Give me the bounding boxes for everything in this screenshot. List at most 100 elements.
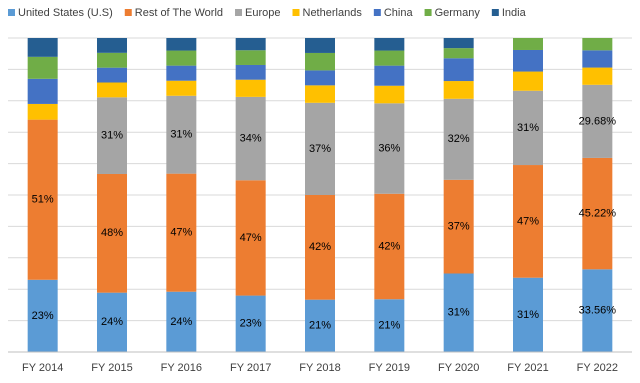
bar-segment (582, 157, 613, 270)
bar-segment (97, 173, 127, 293)
bar-segment (166, 65, 197, 81)
legend-swatch (124, 9, 132, 16)
bar-segment (235, 79, 266, 97)
legend-swatch (373, 9, 381, 16)
data-label: 34% (240, 132, 262, 144)
bar-segment (27, 103, 58, 120)
data-label: 31% (517, 309, 539, 321)
legend-label: India (502, 7, 527, 19)
bar-segment (513, 49, 543, 72)
bar-segment (582, 50, 613, 68)
bar-segment (374, 65, 405, 86)
bar-segment (166, 38, 197, 51)
data-label: 51% (32, 194, 54, 206)
data-label: 24% (170, 316, 192, 328)
bar-segment (374, 38, 405, 51)
data-label: 45.22% (579, 208, 617, 220)
bar-segment (166, 95, 197, 174)
x-tick-label: FY 2020 (438, 362, 479, 374)
legend-label: United States (U.S) (18, 7, 113, 19)
data-label: 47% (240, 232, 262, 244)
data-label: 37% (448, 221, 470, 233)
legend-swatch (424, 9, 432, 16)
bar-segment (235, 295, 266, 352)
x-tick-label: FY 2014 (22, 362, 63, 374)
legend-swatch (8, 9, 15, 16)
bar-segment (443, 48, 474, 59)
bar-segment (166, 80, 197, 96)
bar-segment (305, 52, 335, 71)
legend-swatch (235, 9, 243, 16)
bar-segment (97, 97, 127, 174)
bar-segment (374, 103, 405, 194)
bar-segment (305, 85, 335, 103)
bar-segment (582, 84, 613, 158)
bar-segment (443, 273, 474, 352)
bar-segment (27, 119, 58, 280)
x-tick-label: FY 2022 (577, 362, 618, 374)
data-label: 42% (309, 241, 331, 253)
data-label: 31% (517, 122, 539, 134)
x-tick-label: FY 2021 (507, 362, 548, 374)
bar-segment (513, 71, 543, 91)
data-label: 21% (309, 320, 331, 332)
bar-segment (235, 180, 266, 296)
legend-label: China (384, 7, 414, 19)
data-label: 42% (378, 240, 400, 252)
data-label: 47% (170, 227, 192, 239)
data-label: 31% (170, 129, 192, 141)
data-label: 36% (378, 142, 400, 154)
bar-segment (305, 195, 335, 300)
bar-segment (97, 38, 127, 53)
bar-segment (374, 299, 405, 352)
bar-segment (582, 269, 613, 352)
bar-segment (305, 299, 335, 352)
legend-label: Netherlands (303, 7, 363, 19)
data-label: 23% (240, 318, 262, 330)
bar-segment (513, 165, 543, 278)
bar-segment (166, 173, 197, 292)
bar-segment (27, 56, 58, 79)
bar-segment (513, 90, 543, 166)
data-label: 33.56% (579, 305, 617, 317)
bar-segment (443, 58, 474, 82)
bar-segment (374, 193, 405, 300)
bar-segment (374, 50, 405, 66)
bar-segment (235, 64, 266, 80)
bar-segment (235, 38, 266, 51)
x-tick-label: FY 2017 (230, 362, 271, 374)
bar-segment (166, 50, 197, 66)
x-tick-label: FY 2019 (369, 362, 410, 374)
data-label: 47% (517, 215, 539, 227)
data-label: 23% (32, 310, 54, 322)
bar-segment (235, 96, 266, 181)
bar-segment (97, 82, 127, 98)
bar-segment (166, 291, 197, 352)
data-label: 24% (101, 316, 123, 328)
x-tick-label: FY 2018 (299, 362, 340, 374)
x-tick-label: FY 2016 (161, 362, 202, 374)
bar-segment (443, 38, 474, 49)
bar-segment (27, 279, 58, 352)
bar-segment (27, 38, 58, 57)
bar-segment (582, 38, 613, 51)
bar-segment (582, 67, 613, 85)
data-label: 31% (101, 130, 123, 142)
bar-segment (513, 38, 543, 50)
data-label: 21% (378, 320, 400, 332)
legend-swatch (491, 9, 499, 16)
legend-swatch (292, 9, 300, 16)
bar-segment (27, 78, 58, 104)
data-label: 37% (309, 143, 331, 155)
legend-label: Europe (245, 7, 280, 19)
data-label: 32% (448, 133, 470, 145)
x-tick-label: FY 2015 (91, 362, 132, 374)
legend-label: Germany (435, 7, 481, 19)
legend-label: Rest of The World (135, 7, 223, 19)
bar-segment (443, 179, 474, 274)
data-label: 31% (448, 307, 470, 319)
bar-segment (305, 38, 335, 53)
bar-segment (97, 52, 127, 68)
bar-segment (235, 50, 266, 65)
